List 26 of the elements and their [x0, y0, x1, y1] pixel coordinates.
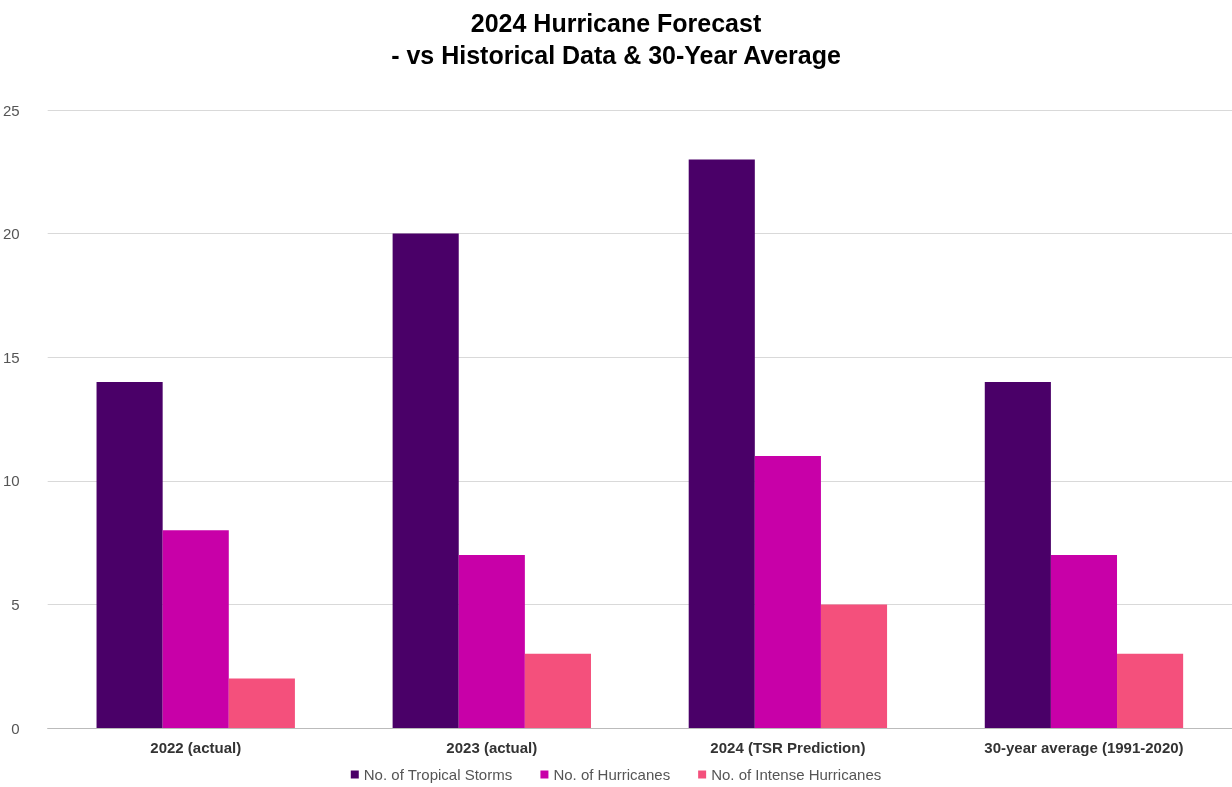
y-tick-label: 25: [3, 101, 20, 119]
y-tick-label: 10: [3, 472, 20, 490]
y-tick-label: 5: [11, 595, 20, 613]
x-tick-label: 30-year average (1991-2020): [984, 739, 1184, 756]
chart-title: 2024 Hurricane Forecast - vs Historical Data & 30-Year Average: [391, 9, 841, 69]
y-tick-label: 0: [11, 719, 20, 737]
y-tick-label: 15: [3, 348, 20, 366]
bar: [524, 653, 591, 728]
bar: [820, 604, 888, 728]
legend-label: No. of Intense Hurricanes: [711, 766, 882, 783]
bar: [984, 381, 1051, 728]
bar: [1117, 653, 1184, 728]
bar: [688, 159, 755, 728]
x-tick-label: 2023 (actual): [446, 739, 538, 756]
bar: [392, 233, 459, 728]
bar: [162, 530, 229, 728]
x-tick-label: 2024 (TSR Prediction): [710, 739, 866, 756]
y-tick-label: 20: [3, 225, 20, 243]
bar: [96, 381, 163, 728]
bar: [1050, 554, 1118, 728]
x-tick-label: 2022 (actual): [150, 739, 242, 756]
legend-label: No. of Hurricanes: [553, 766, 671, 783]
bar: [458, 554, 525, 728]
legend-label: No. of Tropical Storms: [363, 766, 513, 783]
bar: [228, 678, 295, 728]
bar: [754, 456, 821, 728]
